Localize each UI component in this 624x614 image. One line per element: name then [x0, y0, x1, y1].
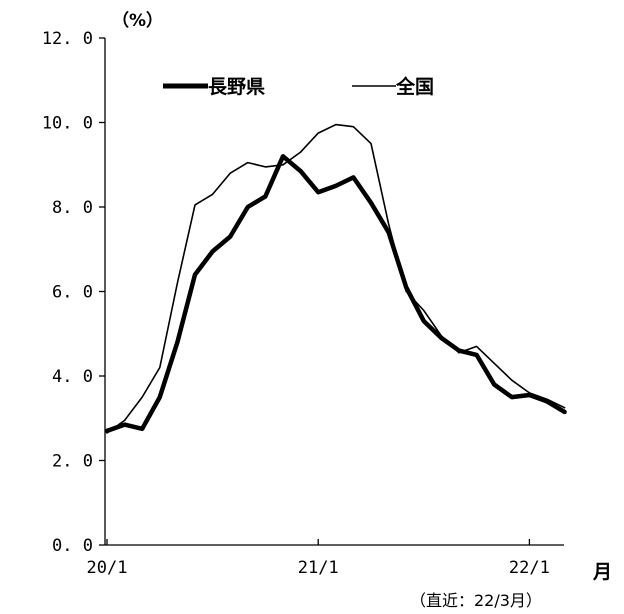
y-ticks: 0. 0 2. 0 4. 0 6. 0 8. 0 10. 0 12. 0	[42, 29, 105, 556]
legend: 長野県 全国	[163, 75, 434, 98]
y-tick-label: 4. 0	[52, 367, 93, 387]
x-tick-label: 22/1	[509, 558, 550, 578]
legend-label-national: 全国	[395, 75, 434, 98]
y-tick-label: 6. 0	[52, 283, 93, 303]
y-tick-label: 8. 0	[52, 198, 93, 218]
legend-label-nagano: 長野県	[208, 76, 265, 98]
series-lines	[104, 123, 567, 434]
series-line-national	[106, 123, 566, 434]
x-tick-label: 20/1	[87, 558, 128, 578]
y-tick-label: 10. 0	[42, 114, 93, 134]
series-line-nagano	[104, 154, 567, 434]
x-tick-label: 21/1	[298, 558, 339, 578]
y-tick-label: 12. 0	[42, 29, 93, 49]
x-ticks: 20/1 21/1 22/1	[87, 539, 550, 578]
latest-note: （直近：22/3月）	[410, 591, 542, 610]
y-unit-label: （%）	[112, 10, 163, 31]
x-unit-label: 月	[592, 561, 612, 583]
y-tick-label: 2. 0	[52, 452, 93, 472]
y-tick-label: 0. 0	[52, 536, 93, 556]
